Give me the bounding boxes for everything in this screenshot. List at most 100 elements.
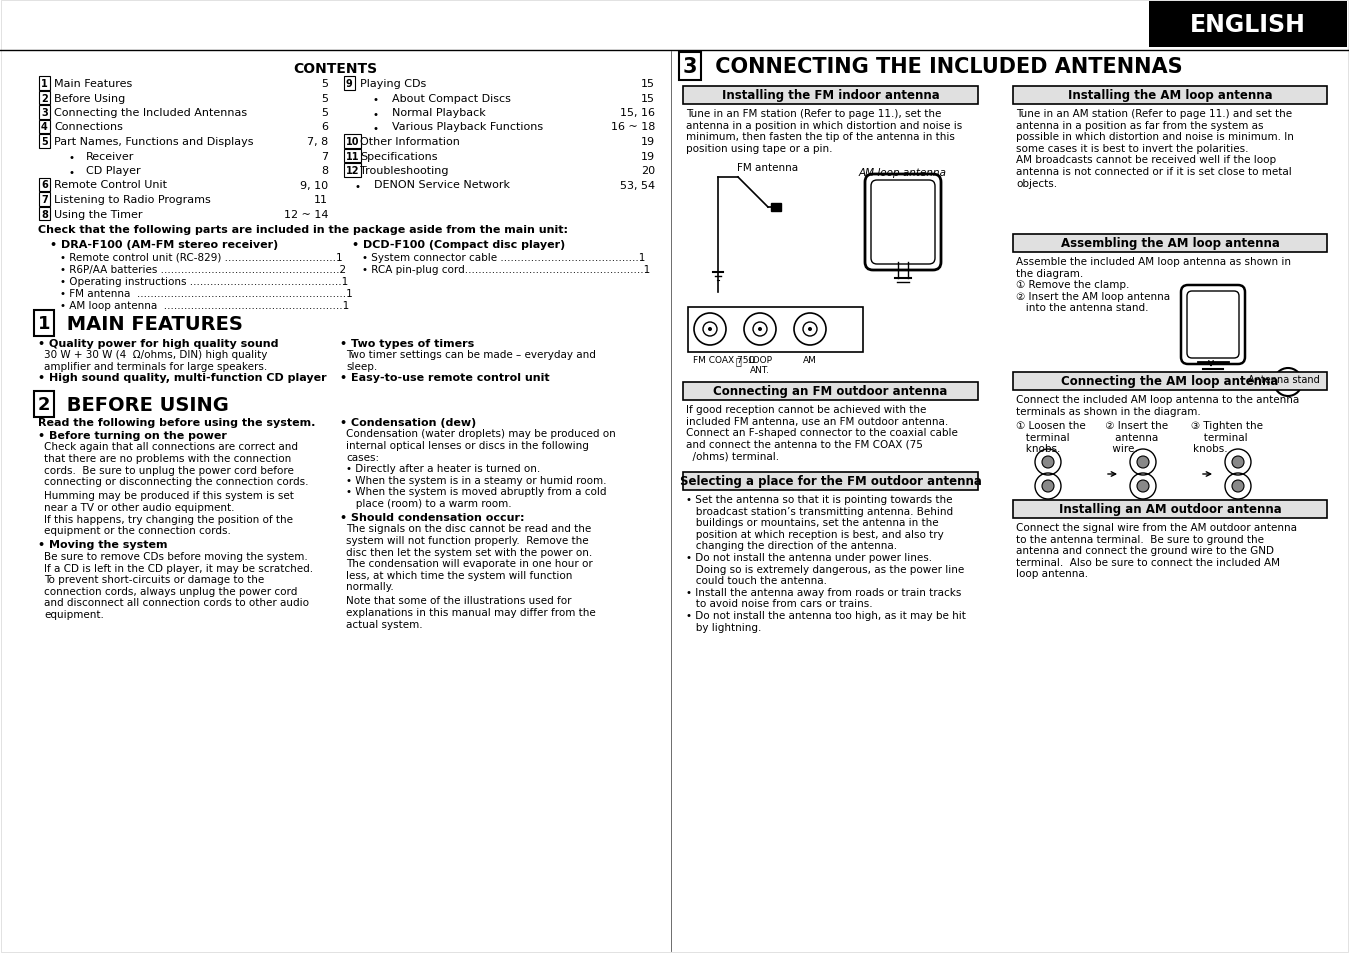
Text: Assemble the included AM loop antenna as shown in
the diagram.
① Remove the clam: Assemble the included AM loop antenna as… <box>1016 256 1291 314</box>
Text: Connections: Connections <box>54 122 123 132</box>
Text: Connecting the AM loop antenna: Connecting the AM loop antenna <box>1062 375 1279 388</box>
Text: 15: 15 <box>641 79 656 89</box>
Text: ① Loosen the      ② Insert the       ③ Tighten the
   terminal              ante: ① Loosen the ② Insert the ③ Tighten the … <box>1016 420 1263 454</box>
Text: AM loop antenna: AM loop antenna <box>859 168 947 178</box>
Text: CD Player: CD Player <box>86 166 140 175</box>
Text: LOOP
ANT.: LOOP ANT. <box>747 355 772 375</box>
FancyBboxPatch shape <box>1013 500 1327 518</box>
Text: • Remote control unit (RC-829) .................................1: • Remote control unit (RC-829) .........… <box>59 253 343 263</box>
Text: Other Information: Other Information <box>360 137 460 147</box>
Text: 8: 8 <box>321 166 328 175</box>
Text: 7, 8: 7, 8 <box>306 137 328 147</box>
FancyBboxPatch shape <box>683 87 978 105</box>
Text: Check again that all connections are correct and
that there are no problems with: Check again that all connections are cor… <box>45 442 309 487</box>
Text: 3: 3 <box>40 108 47 118</box>
Text: • DRA-F100 (AM-FM stereo receiver): • DRA-F100 (AM-FM stereo receiver) <box>50 240 278 250</box>
Text: •: • <box>67 168 74 177</box>
FancyBboxPatch shape <box>772 204 781 212</box>
Text: Various Playback Functions: Various Playback Functions <box>393 122 544 132</box>
Text: 30 W + 30 W (4  Ω/ohms, DIN) high quality
amplifier and terminals for large spea: 30 W + 30 W (4 Ω/ohms, DIN) high quality… <box>45 350 267 372</box>
Text: • Set the antenna so that it is pointing towards the
   broadcast station’s tran: • Set the antenna so that it is pointing… <box>687 495 966 632</box>
Text: Check that the following parts are included in the package aside from the main u: Check that the following parts are inclu… <box>38 225 568 234</box>
Text: 2: 2 <box>40 93 47 103</box>
Text: • DCD-F100 (Compact disc player): • DCD-F100 (Compact disc player) <box>352 240 565 250</box>
Text: Installing an AM outdoor antenna: Installing an AM outdoor antenna <box>1059 503 1282 516</box>
Text: Connecting the Included Antennas: Connecting the Included Antennas <box>54 108 247 118</box>
Circle shape <box>1232 456 1244 469</box>
Text: Receiver: Receiver <box>86 152 135 161</box>
FancyBboxPatch shape <box>1013 87 1327 105</box>
Text: Installing the FM indoor antenna: Installing the FM indoor antenna <box>722 90 939 102</box>
Text: • High sound quality, multi-function CD player: • High sound quality, multi-function CD … <box>38 374 326 383</box>
Text: Selecting a place for the FM outdoor antenna: Selecting a place for the FM outdoor ant… <box>680 475 982 488</box>
Text: • Should condensation occur:: • Should condensation occur: <box>340 513 525 522</box>
Text: ENGLISH: ENGLISH <box>1190 13 1306 37</box>
Text: 12 ~ 14: 12 ~ 14 <box>283 210 328 219</box>
Text: MAIN FEATURES: MAIN FEATURES <box>59 314 243 334</box>
Text: • Operating instructions .............................................1: • Operating instructions ...............… <box>59 276 348 287</box>
Text: • FM antenna  ..............................................................1: • FM antenna ...........................… <box>59 289 352 298</box>
Text: Tune in an FM station (Refer to page 11.), set the
antenna in a position in whic: Tune in an FM station (Refer to page 11.… <box>687 109 962 153</box>
Text: Note that some of the illustrations used for
explanations in this manual may dif: Note that some of the illustrations used… <box>345 596 596 629</box>
Text: Normal Playback: Normal Playback <box>393 108 486 118</box>
Text: 7: 7 <box>40 194 47 205</box>
Text: • Before turning on the power: • Before turning on the power <box>38 431 227 440</box>
Text: •: • <box>374 110 379 119</box>
Bar <box>688 308 863 353</box>
Circle shape <box>758 328 762 332</box>
Text: 53, 54: 53, 54 <box>621 180 656 191</box>
Text: • Condensation (dew): • Condensation (dew) <box>340 417 476 428</box>
Text: 8: 8 <box>40 210 47 219</box>
Text: Humming may be produced if this system is set
near a TV or other audio equipment: Humming may be produced if this system i… <box>45 491 294 536</box>
Text: • RCA pin-plug cord.....................................................1: • RCA pin-plug cord.....................… <box>362 265 650 274</box>
Text: 1: 1 <box>40 79 47 89</box>
Text: Remote Control Unit: Remote Control Unit <box>54 180 167 191</box>
Text: Tune in an AM station (Refer to page 11.) and set the
antenna in a position as f: Tune in an AM station (Refer to page 11.… <box>1016 109 1294 189</box>
FancyBboxPatch shape <box>683 473 978 491</box>
Text: 2: 2 <box>38 395 50 414</box>
Text: •: • <box>67 152 74 163</box>
Text: 6: 6 <box>321 122 328 132</box>
Text: • Quality power for high quality sound: • Quality power for high quality sound <box>38 338 278 349</box>
Text: Playing CDs: Playing CDs <box>360 79 426 89</box>
Text: • Moving the system: • Moving the system <box>38 540 167 550</box>
Text: Troubleshooting: Troubleshooting <box>360 166 448 175</box>
FancyBboxPatch shape <box>683 382 978 400</box>
Text: Main Features: Main Features <box>54 79 132 89</box>
Circle shape <box>1041 456 1054 469</box>
Text: AM: AM <box>803 355 817 365</box>
Text: 15, 16: 15, 16 <box>621 108 656 118</box>
FancyBboxPatch shape <box>871 181 935 265</box>
Circle shape <box>1137 456 1149 469</box>
Text: BEFORE USING: BEFORE USING <box>59 395 229 415</box>
Circle shape <box>1232 480 1244 493</box>
Circle shape <box>708 328 712 332</box>
Text: Antenna stand: Antenna stand <box>1248 375 1319 385</box>
Text: Two timer settings can be made – everyday and
sleep.: Two timer settings can be made – everyda… <box>345 350 596 372</box>
Text: Condensation (water droplets) may be produced on
internal optical lenses or disc: Condensation (water droplets) may be pro… <box>345 429 615 509</box>
Text: 5: 5 <box>321 108 328 118</box>
Circle shape <box>1041 480 1054 493</box>
Text: Before Using: Before Using <box>54 93 125 103</box>
Text: •: • <box>374 124 379 133</box>
Text: Connecting an FM outdoor antenna: Connecting an FM outdoor antenna <box>714 385 948 398</box>
Text: 7: 7 <box>321 152 328 161</box>
Text: • System connector cable .........................................1: • System connector cable ...............… <box>362 253 645 263</box>
Text: 9, 10: 9, 10 <box>299 180 328 191</box>
Text: If good reception cannot be achieved with the
included FM antenna, use an FM out: If good reception cannot be achieved wit… <box>687 405 958 461</box>
Text: ⫿: ⫿ <box>735 355 741 366</box>
FancyBboxPatch shape <box>1180 286 1245 365</box>
Circle shape <box>808 328 812 332</box>
Circle shape <box>1137 480 1149 493</box>
Text: 5: 5 <box>40 137 47 147</box>
Text: 1: 1 <box>38 314 50 333</box>
Text: Connect the included AM loop antenna to the antenna
terminals as shown in the di: Connect the included AM loop antenna to … <box>1016 395 1299 416</box>
Text: 4: 4 <box>40 122 47 132</box>
Text: 9: 9 <box>345 79 352 89</box>
Text: Be sure to remove CDs before moving the system.
If a CD is left in the CD player: Be sure to remove CDs before moving the … <box>45 552 313 619</box>
Text: 19: 19 <box>641 152 656 161</box>
Text: Connect the signal wire from the AM outdoor antenna
to the antenna terminal.  Be: Connect the signal wire from the AM outd… <box>1016 522 1296 578</box>
Text: Assembling the AM loop antenna: Assembling the AM loop antenna <box>1060 237 1279 251</box>
FancyBboxPatch shape <box>1013 234 1327 253</box>
Text: DENON Service Network: DENON Service Network <box>374 180 510 191</box>
